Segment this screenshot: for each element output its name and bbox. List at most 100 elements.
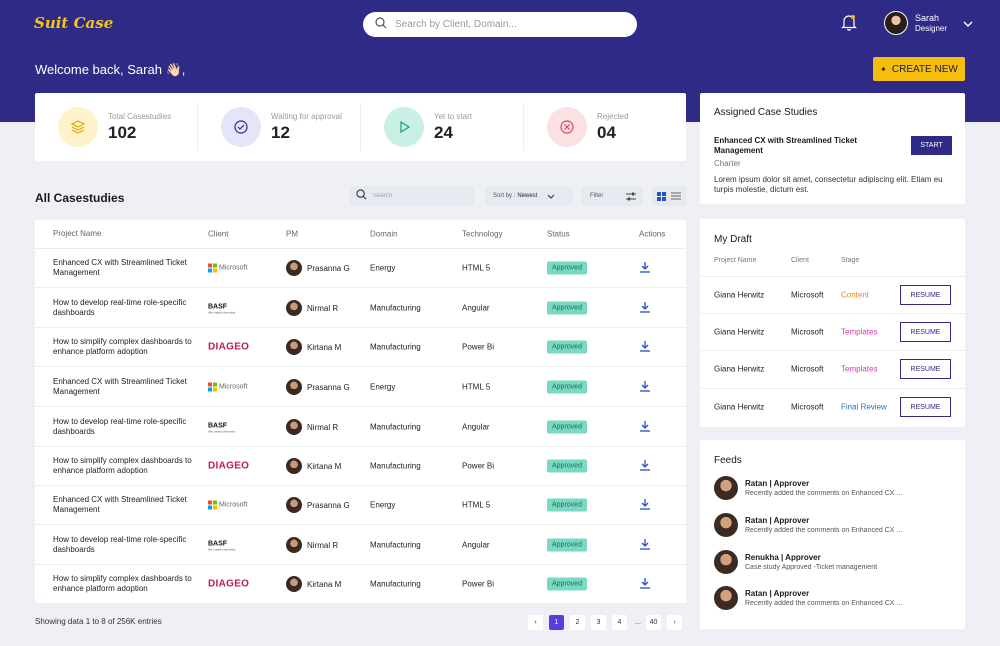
download-icon[interactable] (639, 498, 651, 512)
download-icon[interactable] (639, 261, 651, 275)
search-input[interactable] (395, 19, 615, 30)
list-view-icon[interactable] (670, 192, 681, 200)
grid-view-icon[interactable] (657, 191, 667, 201)
table-row[interactable]: How to simplify complex dashboards to en… (35, 447, 686, 486)
feed-item[interactable]: Ratan | Approver Recently added the comme… (714, 586, 925, 610)
table-row[interactable]: Enhanced CX with Streamlined Ticket Mana… (35, 249, 686, 288)
table-row[interactable]: How to simplify complex dashboards to en… (35, 328, 686, 367)
user-name: Sarah (915, 13, 940, 23)
table-search[interactable] (350, 186, 474, 206)
technology: Power Bi (462, 342, 495, 352)
status-badge: Approved (547, 261, 587, 275)
assigned-case-name[interactable]: Enhanced CX with Streamlined Ticket Mana… (714, 136, 857, 155)
col-technology[interactable]: Technology (462, 229, 503, 239)
download-icon[interactable] (639, 459, 651, 473)
technology: Angular (462, 422, 490, 432)
resume-button[interactable]: RESUME (900, 397, 951, 417)
project-name[interactable]: Enhanced CX with Streamlined Ticket Mana… (53, 258, 187, 277)
draft-client: Microsoft (791, 402, 824, 412)
col-client[interactable]: Client (208, 229, 229, 239)
client-logo: Microsoft (208, 382, 247, 392)
page-button[interactable]: 4 (612, 615, 627, 630)
start-button[interactable]: START (911, 136, 952, 155)
table-row[interactable]: Enhanced CX with Streamlined Ticket Mana… (35, 486, 686, 525)
table-row[interactable]: How to develop real-time role-specific d… (35, 408, 686, 447)
project-name[interactable]: How to develop real-time role-specific d… (53, 417, 187, 436)
project-name[interactable]: How to simplify complex dashboards to en… (53, 574, 192, 593)
client-name: Microsoft (219, 264, 248, 272)
col-domain[interactable]: Domain (370, 229, 398, 239)
project-name[interactable]: Enhanced CX with Streamlined Ticket Mana… (53, 377, 187, 396)
feed-item[interactable]: Ratan | Approver Recently added the comme… (714, 476, 925, 500)
client-logo: DIAGEO (208, 579, 249, 590)
project-name[interactable]: How to develop real-time role-specific d… (53, 298, 187, 317)
domain: Manufacturing (370, 422, 421, 432)
col-project-name[interactable]: Project Name (53, 229, 102, 238)
download-icon[interactable] (639, 538, 651, 552)
project-name[interactable]: How to simplify complex dashboards to en… (53, 337, 192, 356)
next-page-button[interactable]: › (667, 615, 682, 630)
page-button[interactable]: 2 (570, 615, 585, 630)
pm-name: Prasanna G (307, 263, 350, 273)
basf-tagline: We create chemistry (208, 547, 236, 552)
user-menu[interactable]: Sarah Designer (884, 11, 973, 35)
microsoft-logo: Microsoft (208, 500, 248, 510)
col-pm[interactable]: PM (286, 229, 298, 239)
stat-rejected: Rejected 04 (524, 103, 686, 151)
check-badge-icon (221, 107, 261, 147)
draft-client: Microsoft (791, 327, 824, 337)
client-logo: DIAGEO (208, 461, 249, 472)
feed-item[interactable]: Ratan | Approver Recently added the comme… (714, 513, 925, 537)
avatar (714, 513, 738, 537)
resume-button[interactable]: RESUME (900, 359, 951, 379)
feed-author: Renukha | Approver (745, 553, 821, 562)
avatar (714, 550, 738, 574)
resume-button[interactable]: RESUME (900, 322, 951, 342)
project-name[interactable]: Enhanced CX with Streamlined Ticket Mana… (53, 495, 187, 514)
table-row[interactable]: How to develop real-time role-specific d… (35, 289, 686, 328)
layers-icon (58, 107, 98, 147)
status-badge: Approved (547, 577, 587, 591)
cancel-icon (547, 107, 587, 147)
filter-button[interactable]: Filter (581, 186, 643, 206)
avatar (286, 339, 302, 355)
project-name[interactable]: How to develop real-time role-specific d… (53, 535, 187, 554)
draft-col-project: Project Name (714, 257, 757, 264)
assigned-case-type: Charter (714, 159, 741, 168)
download-icon[interactable] (639, 301, 651, 315)
feed-item[interactable]: Renukha | Approver Case study Approved -T… (714, 550, 925, 574)
download-icon[interactable] (639, 340, 651, 354)
stat-value: 102 (108, 122, 137, 142)
download-icon[interactable] (639, 380, 651, 394)
bell-icon[interactable] (841, 13, 857, 36)
page-button[interactable]: 40 (646, 615, 661, 630)
table-row[interactable]: How to simplify complex dashboards to en… (35, 565, 686, 604)
view-toggle[interactable] (652, 186, 686, 206)
prev-page-button[interactable]: ‹ (528, 615, 543, 630)
resume-button[interactable]: RESUME (900, 285, 951, 305)
status-badge: Approved (547, 538, 587, 552)
download-icon[interactable] (639, 577, 651, 591)
page-button[interactable]: 3 (591, 615, 606, 630)
avatar (286, 419, 302, 435)
global-search[interactable] (363, 12, 637, 37)
download-icon[interactable] (639, 420, 651, 434)
table-row[interactable]: Enhanced CX with Streamlined Ticket Mana… (35, 368, 686, 407)
sort-dropdown[interactable]: Sort by : Newest (485, 186, 573, 206)
pm: Nirmal R (286, 300, 338, 316)
client-name: Microsoft (219, 501, 248, 509)
create-new-button[interactable]: ✦ CREATE NEW (873, 57, 965, 81)
col-status[interactable]: Status (547, 229, 570, 239)
table-search-input[interactable] (373, 193, 469, 199)
draft-title: My Draft (714, 234, 752, 245)
chevron-down-icon (547, 194, 555, 199)
project-name[interactable]: How to simplify complex dashboards to en… (53, 456, 192, 475)
stat-total: Total Casestudies 102 (35, 103, 198, 151)
table-row[interactable]: How to develop real-time role-specific d… (35, 526, 686, 565)
avatar (286, 260, 302, 276)
basf-logo: BASF We create chemistry (208, 423, 235, 434)
app-logo[interactable]: Suit Case (34, 14, 114, 32)
chevron-down-icon[interactable] (963, 14, 973, 32)
pm: Prasanna G (286, 379, 350, 395)
page-button[interactable]: 1 (549, 615, 564, 630)
